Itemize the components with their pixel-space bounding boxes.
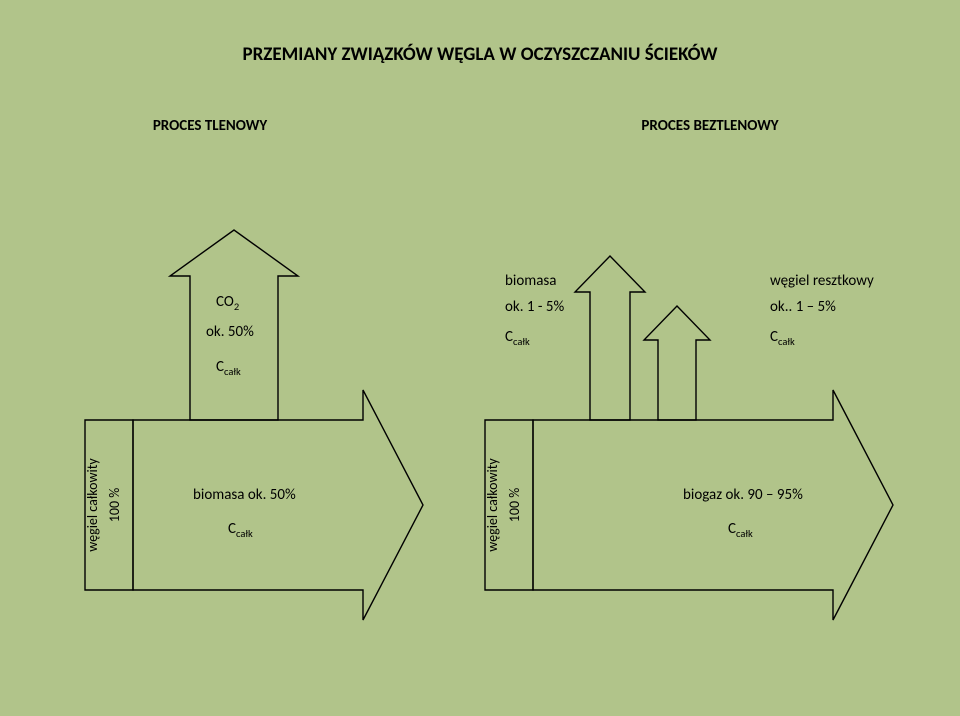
aerobic-label: PROCES TLENOWY [153, 117, 268, 135]
aerobic-output-arrow [133, 390, 423, 620]
page-title: PRZEMIANY ZWIĄZKÓW WĘGLA W OCZYSZCZANIU … [242, 43, 718, 66]
anaerobic-biomass-pct: ok. 1 - 5% [505, 298, 564, 316]
anaerobic-residual-c: Ccałk [770, 328, 795, 348]
aerobic-biomass-label: biomasa ok. 50% [193, 486, 296, 504]
anaerobic-up-arrow-1 [575, 256, 645, 420]
anaerobic-up-arrow-2 [644, 306, 710, 420]
anaerobic-residual-pct: ok.. 1 – 5% [770, 298, 836, 316]
anaerobic-output-arrow [533, 390, 893, 620]
anaerobic-biomass-label: biomasa [505, 272, 556, 290]
aerobic-input-label-1: węgiel całkowity [84, 458, 101, 552]
diagram-canvas: PRZEMIANY ZWIĄZKÓW WĘGLA W OCZYSZCZANIU … [0, 0, 960, 716]
anaerobic-input-label-1: węgiel całkowity [484, 458, 501, 552]
anaerobic-label: PROCES BEZTLENOWY [641, 117, 778, 135]
aerobic-input-label-2: 100 % [106, 488, 123, 522]
aerobic-co2-pct: ok. 50% [206, 323, 254, 341]
anaerobic-biogas-c: Ccałk [728, 520, 753, 540]
anaerobic-biomass-c: Ccałk [505, 328, 530, 348]
aerobic-co2-c: Ccałk [216, 358, 241, 378]
aerobic-biomass-c: Ccałk [228, 520, 253, 540]
anaerobic-input-label-2: 100 % [506, 488, 523, 522]
anaerobic-biogas-label: biogaz ok. 90 – 95% [683, 486, 803, 504]
aerobic-co2-label: CO2 [216, 293, 239, 313]
anaerobic-residual-label: węgiel resztkowy [770, 272, 874, 290]
